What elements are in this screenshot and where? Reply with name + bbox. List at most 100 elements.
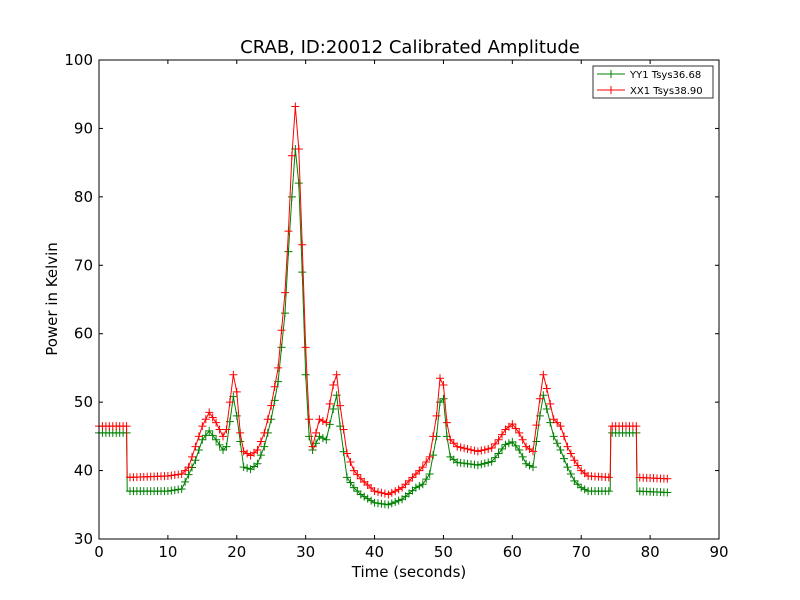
data-point-marker — [174, 485, 183, 494]
data-point-marker — [425, 452, 434, 461]
x-tick-label: 50 — [434, 543, 453, 561]
data-point-marker — [480, 459, 489, 468]
data-point-marker — [415, 466, 424, 475]
data-point-marker — [363, 494, 372, 503]
data-point-marker — [518, 435, 527, 444]
data-point-marker — [287, 192, 296, 201]
data-point-marker — [532, 437, 541, 446]
data-point-marker — [511, 424, 520, 433]
data-point-marker — [167, 486, 176, 495]
data-point-marker — [194, 432, 203, 441]
data-point-marker — [453, 442, 462, 451]
data-point-marker — [535, 394, 544, 403]
data-point-marker — [194, 446, 203, 455]
data-point-marker — [170, 486, 179, 495]
data-point-marker — [305, 415, 314, 424]
data-point-marker — [522, 459, 531, 468]
data-point-marker — [239, 447, 248, 456]
data-point-marker — [570, 476, 579, 485]
legend: YY1 Tsys36.68 XX1 Tsys38.90 — [592, 65, 714, 99]
data-point-marker — [573, 461, 582, 470]
data-point-marker — [532, 421, 541, 430]
x-tick-label: 80 — [641, 543, 660, 561]
data-point-marker — [560, 432, 568, 441]
data-point-marker — [277, 343, 286, 352]
data-point-marker — [411, 483, 420, 492]
data-point-marker — [446, 435, 455, 444]
data-point-marker — [563, 442, 572, 451]
data-point-marker — [243, 449, 252, 458]
y-tick-label: 80 — [74, 188, 93, 206]
legend-entries: YY1 Tsys36.68 XX1 Tsys38.90 — [597, 70, 703, 97]
data-point-marker — [566, 449, 575, 458]
data-point-marker — [343, 449, 351, 458]
data-point-marker — [219, 446, 227, 455]
data-point-marker — [325, 399, 334, 408]
data-point-marker — [494, 435, 503, 444]
data-point-marker — [580, 485, 589, 494]
data-point-marker — [191, 456, 200, 465]
data-point-marker — [408, 473, 417, 482]
data-point-marker — [191, 442, 200, 451]
data-point-marker — [432, 411, 441, 420]
y-tick-label: 30 — [74, 530, 93, 548]
data-point-marker — [236, 437, 245, 446]
data-point-marker — [391, 487, 400, 496]
data-point-marker — [570, 456, 579, 465]
data-point-marker — [346, 458, 355, 467]
data-point-marker — [377, 488, 386, 497]
data-point-marker — [163, 487, 172, 496]
x-axis-title: Time (seconds) — [351, 563, 467, 581]
data-point-marker — [463, 445, 472, 454]
data-point-marker — [449, 439, 458, 448]
data-point-marker — [542, 404, 551, 413]
data-point-marker — [542, 384, 551, 393]
data-point-marker — [556, 446, 565, 455]
data-point-marker — [294, 179, 303, 188]
data-point-marker — [346, 478, 355, 487]
data-point-marker — [384, 500, 393, 509]
data-point-marker — [349, 466, 358, 475]
data-point-marker — [556, 422, 565, 431]
data-point-marker — [473, 447, 482, 456]
data-point-marker — [480, 445, 489, 454]
series-1 — [95, 102, 672, 499]
data-point-marker — [370, 498, 379, 507]
data-point-marker — [181, 477, 190, 486]
data-point-marker — [491, 453, 500, 462]
data-point-marker — [298, 240, 307, 249]
data-point-marker — [201, 415, 210, 424]
data-point-marker — [184, 463, 193, 472]
data-point-marker — [422, 475, 431, 484]
ticks-layer: 0 10 20 30 40 50 60 70 80 90 30 40 50 60 70 80 90 100 — [64, 51, 728, 561]
data-point-marker — [415, 481, 424, 490]
series-line — [99, 106, 668, 496]
data-point-marker — [377, 499, 386, 508]
data-point-marker — [222, 425, 231, 434]
x-tick-label: 20 — [227, 543, 246, 561]
data-point-marker — [470, 446, 479, 455]
data-point-marker — [215, 425, 224, 434]
data-point-marker — [380, 500, 389, 509]
data-point-marker — [477, 446, 486, 455]
data-point-marker — [439, 394, 448, 403]
data-point-marker — [508, 437, 517, 446]
data-point-marker — [329, 381, 338, 390]
data-point-marker — [356, 490, 365, 499]
data-point-marker — [484, 444, 493, 453]
data-point-marker — [394, 485, 403, 494]
data-point-marker — [398, 483, 407, 492]
series-layer — [95, 102, 672, 509]
data-point-marker — [343, 473, 351, 482]
data-point-marker — [329, 404, 338, 413]
data-point-marker — [205, 408, 214, 417]
x-tick-label: 0 — [94, 543, 104, 561]
data-point-marker — [318, 434, 327, 443]
data-point-marker — [215, 440, 224, 449]
data-point-marker — [281, 288, 289, 297]
data-point-marker — [294, 144, 303, 153]
data-point-marker — [315, 415, 324, 424]
data-point-marker — [553, 439, 562, 448]
data-point-marker — [518, 452, 527, 461]
